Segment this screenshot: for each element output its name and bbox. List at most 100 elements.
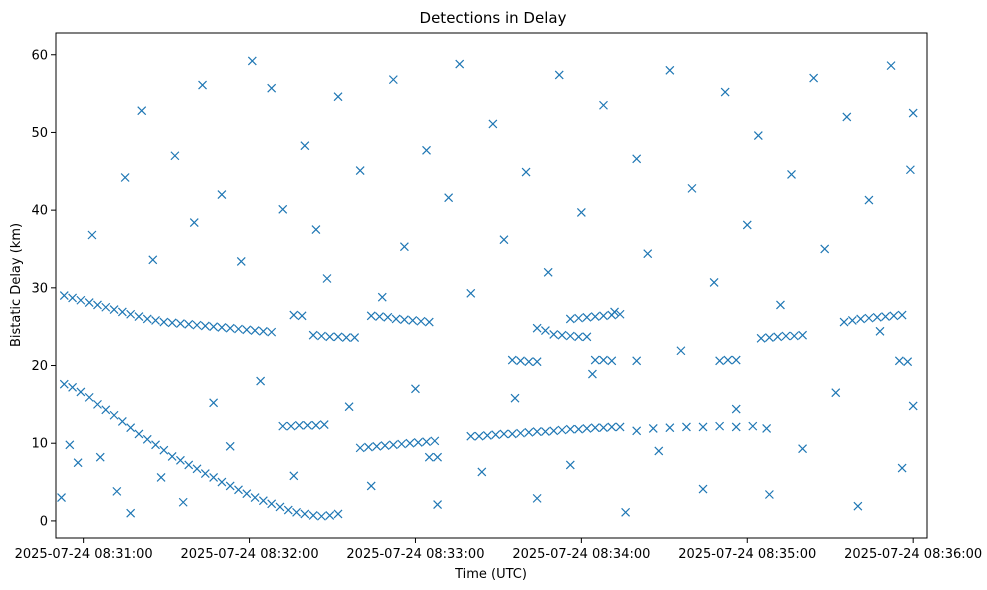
data-point	[325, 511, 335, 520]
data-point	[399, 315, 409, 325]
data-point	[532, 427, 542, 436]
data-point	[170, 151, 180, 161]
data-point	[184, 460, 194, 470]
data-point	[377, 292, 387, 302]
data-point	[499, 429, 509, 439]
data-point	[303, 420, 313, 430]
data-point	[93, 300, 102, 310]
data-point	[59, 291, 69, 301]
data-point	[242, 489, 252, 499]
data-point	[84, 298, 94, 308]
data-point	[532, 493, 542, 503]
data-point	[632, 426, 642, 436]
x-tick-label: 2025-07-24 08:35:00	[678, 547, 816, 562]
y-tick-label: 30	[31, 281, 48, 296]
data-point	[607, 422, 617, 432]
data-point	[676, 346, 686, 356]
data-point	[908, 108, 918, 118]
data-point	[839, 317, 849, 327]
data-point	[76, 295, 86, 305]
data-point	[289, 310, 299, 320]
data-point	[375, 312, 384, 322]
data-point	[590, 355, 600, 365]
data-point	[300, 141, 310, 151]
data-point	[687, 183, 697, 193]
data-point	[599, 100, 608, 110]
data-point	[289, 471, 299, 481]
data-point	[864, 195, 874, 205]
data-point	[574, 332, 584, 342]
data-point	[167, 451, 177, 461]
data-point	[209, 398, 219, 408]
plot-frame	[55, 32, 928, 539]
data-point	[399, 242, 409, 252]
data-point	[142, 434, 152, 444]
data-point	[73, 458, 83, 468]
data-point	[192, 464, 202, 474]
data-point	[411, 384, 420, 394]
data-point	[68, 293, 78, 303]
data-point	[355, 166, 365, 175]
data-point	[117, 307, 127, 317]
data-point	[731, 422, 741, 432]
data-point	[565, 460, 575, 470]
data-point	[388, 440, 398, 450]
data-point	[380, 441, 390, 450]
data-point	[178, 497, 188, 507]
data-point	[344, 402, 354, 412]
x-tick-label: 2025-07-24 08:31:00	[15, 547, 153, 562]
data-point	[308, 511, 318, 520]
data-point	[698, 484, 708, 494]
data-point	[856, 314, 866, 324]
data-point	[134, 429, 144, 439]
data-point	[820, 244, 830, 254]
data-point	[65, 440, 75, 450]
data-point	[57, 493, 66, 503]
data-point	[809, 73, 819, 83]
data-point	[209, 472, 219, 482]
data-point	[853, 501, 863, 511]
data-point	[731, 404, 741, 414]
data-point	[159, 445, 169, 455]
data-point	[101, 302, 111, 312]
data-point	[311, 420, 321, 430]
data-point	[294, 420, 304, 430]
y-tick-label: 50	[31, 126, 48, 141]
data-point	[897, 463, 907, 473]
data-point	[355, 443, 365, 453]
data-point	[151, 316, 160, 325]
data-point	[112, 486, 122, 496]
data-point	[831, 388, 841, 398]
data-point	[466, 431, 476, 441]
data-point	[225, 441, 235, 451]
data-point	[565, 314, 575, 324]
data-point	[466, 288, 476, 298]
data-point	[200, 469, 210, 478]
data-point	[621, 507, 631, 517]
data-point	[292, 507, 301, 517]
y-axis: 0 10 20 30 40 50 60	[31, 48, 56, 529]
data-point	[68, 382, 78, 392]
data-point	[430, 436, 440, 446]
x-axis-label: Time (UTC)	[454, 567, 527, 582]
data-point	[433, 500, 443, 510]
data-point	[109, 305, 119, 315]
data-point	[549, 426, 559, 436]
data-point	[333, 509, 343, 519]
data-point	[120, 173, 130, 182]
data-point	[176, 455, 185, 465]
data-point	[524, 357, 534, 367]
x-tick-label: 2025-07-24 08:36:00	[844, 547, 982, 562]
data-point	[198, 80, 207, 90]
data-point	[516, 428, 525, 438]
data-point	[532, 357, 542, 367]
data-point	[366, 481, 376, 491]
data-point	[665, 423, 675, 433]
data-point	[242, 325, 252, 335]
data-point	[582, 424, 592, 433]
data-point	[908, 401, 918, 411]
data-point	[148, 255, 158, 265]
data-point	[599, 311, 608, 321]
data-point	[283, 505, 293, 515]
